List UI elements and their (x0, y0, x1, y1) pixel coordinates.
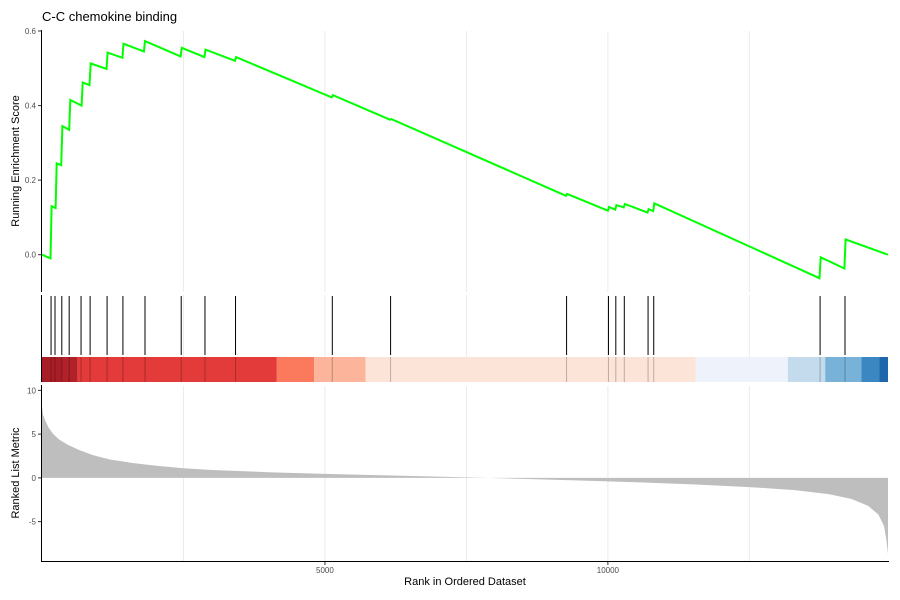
x-tick-label: 10000 (597, 566, 620, 575)
x-axis-label: Rank in Ordered Dataset (404, 576, 526, 588)
heat-bar-segment (825, 357, 862, 382)
heat-bar-segment (787, 357, 826, 382)
enrichment-score-line (41, 39, 889, 280)
ranked-y-ticks: -5 0 5 10 (27, 386, 41, 527)
ranked-y-tick-label: 5 (32, 430, 37, 439)
enrichment-y-tick-label: 0.2 (25, 176, 37, 185)
heat-bar-segment (695, 357, 788, 382)
ranked-y-tick-label: 0 (32, 474, 37, 483)
ranked-y-label: Ranked List Metric (10, 427, 22, 519)
hits-panel (41, 295, 888, 382)
ranked-y-tick-label: -5 (29, 518, 37, 527)
rank-heat-bar (42, 357, 888, 382)
enrichment-y-label: Running Enrichment Score (10, 95, 22, 226)
enrichment-y-ticks: 0.0 0.2 0.4 0.6 (25, 27, 41, 260)
enrichment-gridlines (182, 31, 750, 292)
heat-bar-segment-shade (42, 357, 62, 382)
heat-bar-segment (77, 357, 277, 382)
heat-bar-segment (276, 357, 315, 382)
enrichment-panel: 0.0 0.2 0.4 0.6 Running Enrichment Score (10, 27, 889, 292)
chart-title: C-C chemokine binding (42, 9, 177, 24)
heat-bar-segment (861, 357, 880, 382)
x-ticks: 5000 10000 (316, 562, 620, 575)
ranked-metric-area (42, 406, 888, 554)
ranked-metric-panel: -5 0 5 10 5000 10000 Ranked List Metric Rank… (10, 385, 889, 588)
enrichment-y-tick-label: 0.0 (25, 251, 37, 260)
enrichment-y-tick-label: 0.6 (25, 27, 37, 36)
enrichment-y-tick-label: 0.4 (25, 102, 37, 111)
heat-bar-segment (314, 357, 366, 382)
x-tick-label: 5000 (316, 566, 334, 575)
heat-bar-segment (879, 357, 888, 382)
ranked-y-tick-label: 10 (27, 386, 36, 395)
heat-bar-segment (365, 357, 696, 382)
gene-hit-markers (50, 296, 846, 382)
